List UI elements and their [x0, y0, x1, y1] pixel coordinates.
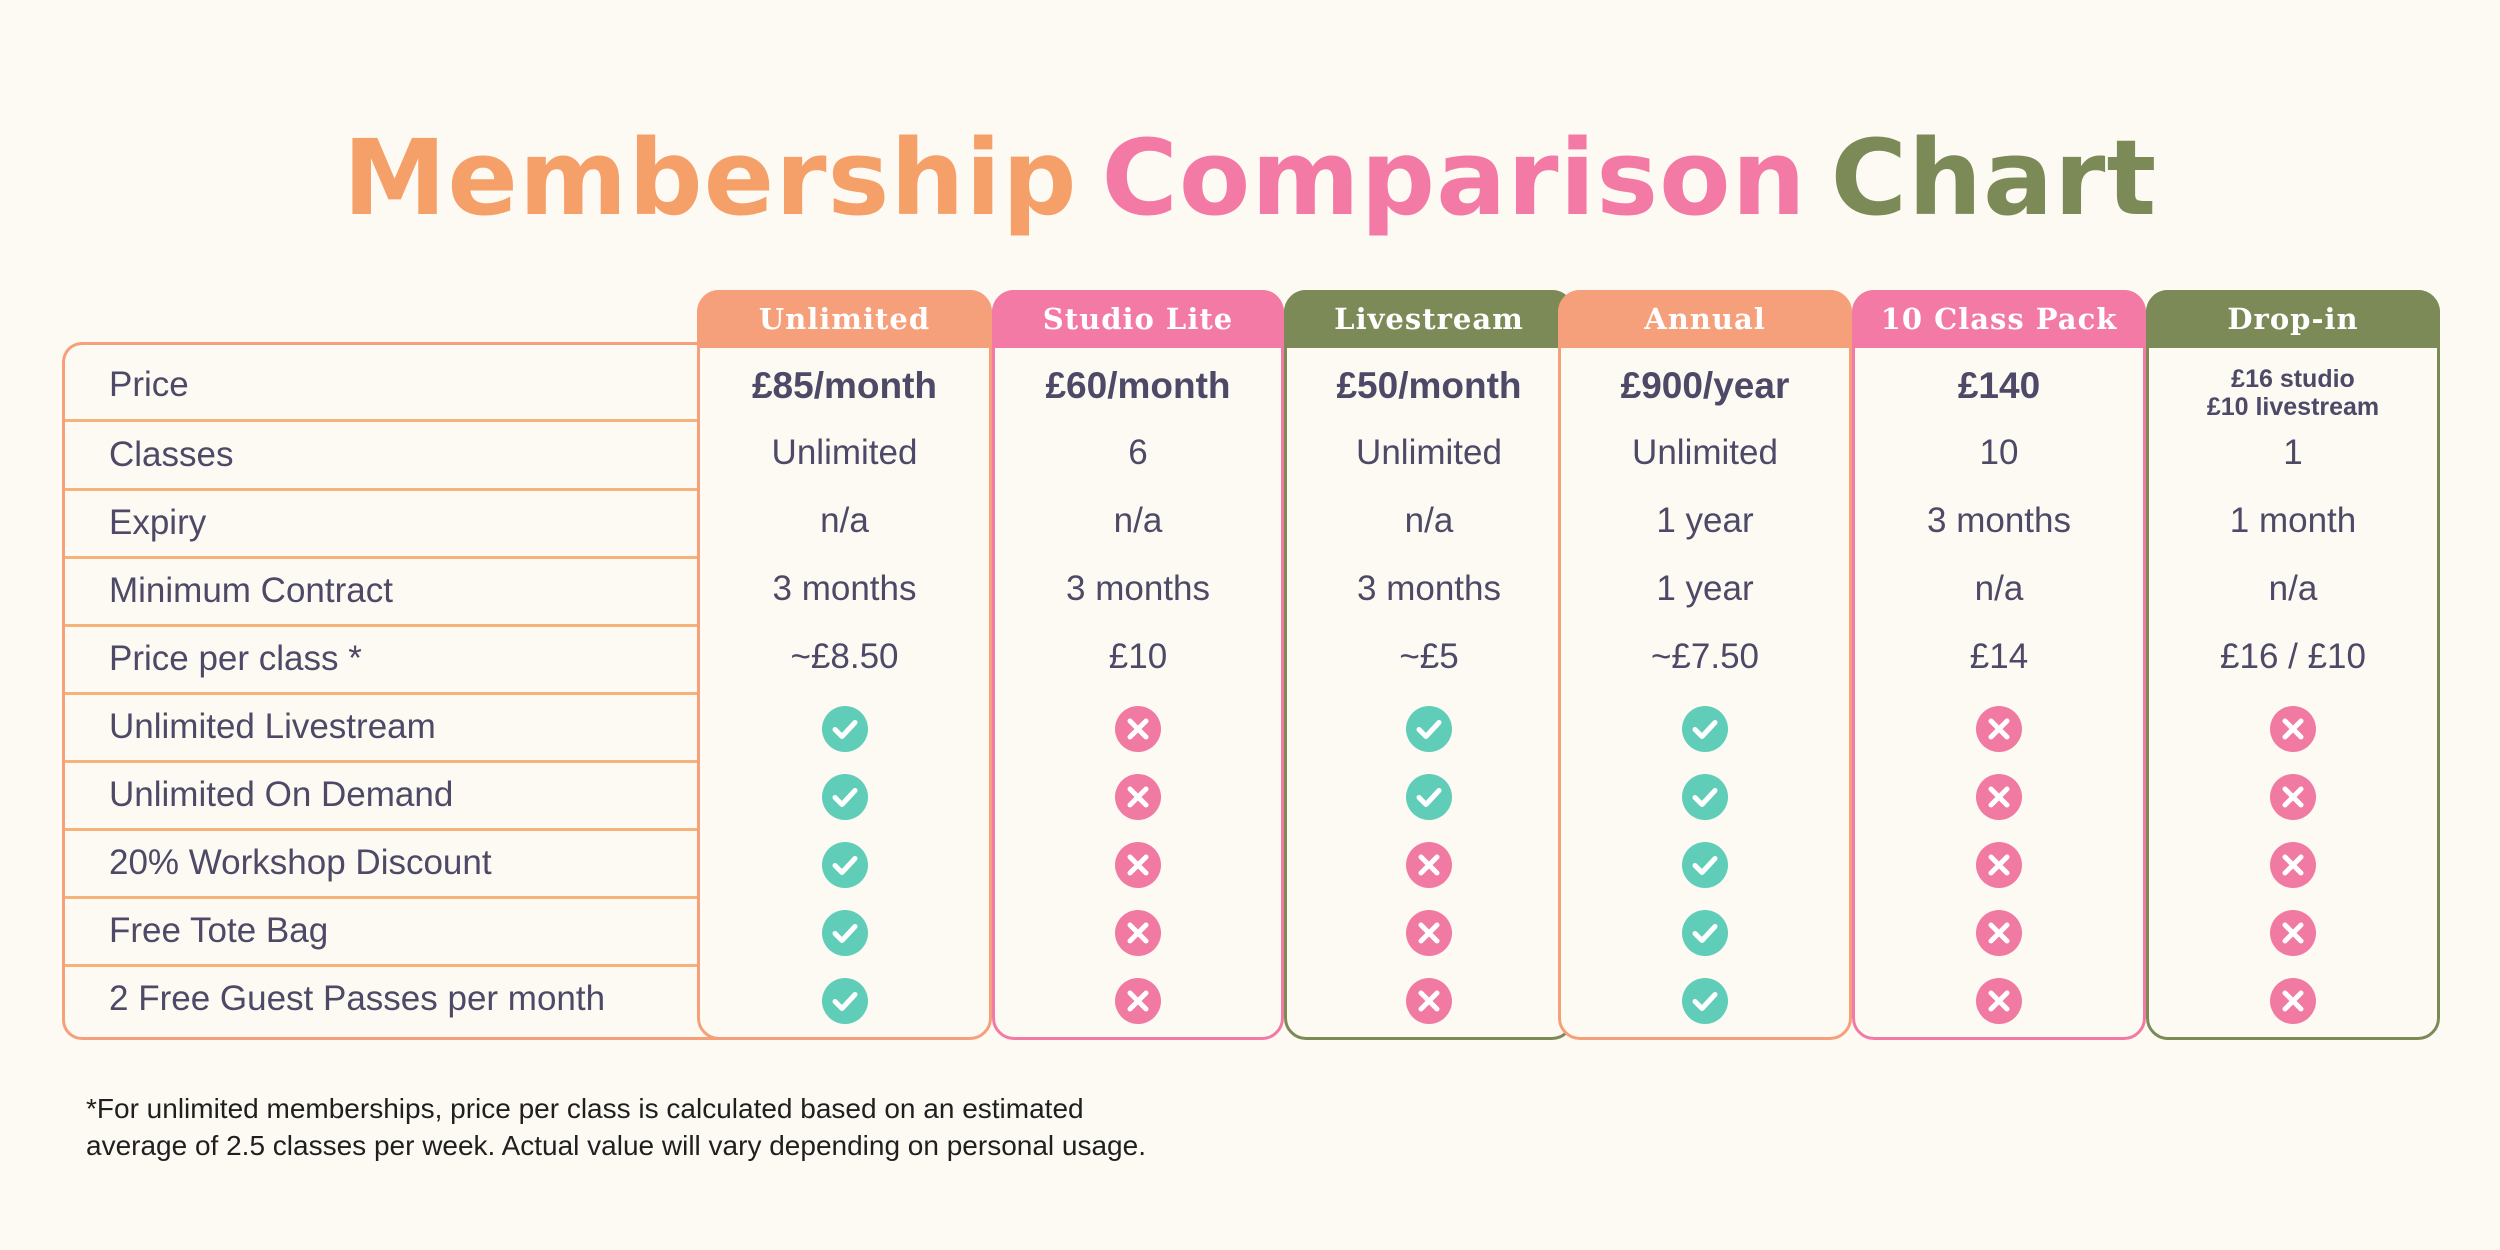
row-label: Free Tote Bag: [109, 911, 329, 950]
cross-icon: [2270, 774, 2316, 820]
plan-cell-per-class: ~£8.50: [790, 637, 899, 676]
title-part-membership: Membership: [342, 117, 1078, 239]
page-title: Membership Comparison Chart: [0, 118, 2500, 238]
cross-icon: [1976, 706, 2022, 752]
check-icon: [1682, 706, 1728, 752]
cross-icon: [1406, 978, 1452, 1024]
check-icon: [821, 706, 868, 752]
check-icon: [1406, 706, 1452, 752]
plan-cell-classes: Unlimited: [1632, 433, 1778, 472]
cross-icon: [1115, 774, 1161, 820]
check-icon: [1682, 910, 1728, 956]
title-part-chart: Chart: [1830, 117, 2158, 239]
plan-cell-classes: 1: [2283, 433, 2303, 472]
plan-header: 10 Class Pack: [1852, 290, 2146, 348]
plan-column: Studio Lite £60/month 6 n/a 3 months £10: [992, 290, 1284, 1040]
plan-cell-expiry: n/a: [1113, 501, 1163, 540]
footnote-line-2: average of 2.5 classes per week. Actual …: [86, 1130, 1146, 1161]
check-icon: [1682, 978, 1728, 1024]
row-label: Price: [109, 365, 189, 404]
plan-cell-contract: n/a: [2268, 569, 2318, 608]
check-icon: [1682, 842, 1728, 888]
cross-icon: [2270, 978, 2316, 1024]
cross-icon: [1115, 842, 1161, 888]
plan-cell-per-class: £14: [1969, 637, 2029, 676]
price-cell: £60/month: [1045, 365, 1231, 406]
plan-header: Unlimited: [697, 290, 992, 348]
plan-cell-classes: 6: [1128, 433, 1148, 472]
plan-cell-per-class: ~£5: [1399, 637, 1459, 676]
check-icon: [1682, 774, 1728, 820]
plan-column: 10 Class Pack £140 10 3 months n/a £14: [1852, 290, 2146, 1040]
cross-icon: [1115, 978, 1161, 1024]
row-label: Unlimited On Demand: [109, 775, 454, 814]
row-label: Classes: [109, 435, 234, 474]
plan-header: Studio Lite: [992, 290, 1284, 348]
plan-cell-contract: 1 year: [1656, 569, 1754, 608]
plan-header: Livestream: [1284, 290, 1574, 348]
plan-cell-expiry: n/a: [1404, 501, 1454, 540]
cross-icon: [2270, 706, 2316, 752]
plan-cell-contract: 3 months: [1357, 569, 1501, 608]
plan-column: Drop-in £16 studio £10 livestream 1 1 month n…: [2146, 290, 2440, 1040]
plan-cell-per-class: £16 / £10: [2220, 637, 2366, 676]
row-label: Minimum Contract: [109, 571, 393, 610]
cross-icon: [1115, 910, 1161, 956]
plan-cell-contract: n/a: [1974, 569, 2024, 608]
cross-icon: [1406, 910, 1452, 956]
plan-cell-expiry: 1 year: [1656, 501, 1754, 540]
price-cell: £16 studio £10 livestream: [2149, 365, 2437, 421]
plan-cell-classes: 10: [1979, 433, 2019, 472]
cross-icon: [1976, 842, 2022, 888]
plan-cell-classes: Unlimited: [1356, 433, 1502, 472]
cross-icon: [1115, 706, 1161, 752]
plan-cell-per-class: ~£7.50: [1650, 637, 1760, 676]
plan-cell-contract: 3 months: [1066, 569, 1210, 608]
cross-icon: [1406, 842, 1452, 888]
row-label: Unlimited Livestream: [109, 707, 436, 746]
cross-icon: [1976, 978, 2022, 1024]
row-label: 20% Workshop Discount: [109, 843, 492, 882]
footnote: *For unlimited memberships, price per cl…: [86, 1090, 1486, 1164]
plan-cell-contract: 3 months: [772, 569, 917, 608]
row-label: Expiry: [109, 503, 207, 542]
price-cell: £50/month: [1336, 365, 1522, 406]
price-line: £16 studio: [2231, 365, 2355, 393]
check-icon: [821, 978, 868, 1024]
plan-column: Unlimited £85/month Unlimited n/a 3 months ~£…: [697, 290, 992, 1040]
cross-icon: [1976, 910, 2022, 956]
row-labels-column: Price Classes Expiry Minimum Contract Price …: [62, 342, 762, 1040]
plan-cell-expiry: n/a: [820, 501, 869, 540]
plan-cell-per-class: £10: [1108, 637, 1168, 676]
plan-column: Livestream £50/month Unlimited n/a 3 months ~…: [1284, 290, 1574, 1040]
price-line: £10 livestream: [2206, 393, 2380, 421]
plan-header: Annual: [1558, 290, 1852, 348]
cross-icon: [2270, 910, 2316, 956]
row-label: Price per class *: [109, 639, 362, 678]
row-label: 2 Free Guest Passes per month: [109, 979, 606, 1018]
check-icon: [821, 842, 868, 888]
footnote-line-1: *For unlimited memberships, price per cl…: [86, 1093, 1084, 1124]
price-cell: £85/month: [751, 365, 938, 406]
check-icon: [1406, 774, 1452, 820]
plan-cell-expiry: 1 month: [2229, 501, 2357, 540]
check-icon: [821, 774, 868, 820]
plan-cell-expiry: 3 months: [1927, 501, 2071, 540]
title-part-comparison: Comparison: [1101, 117, 1807, 239]
cross-icon: [1976, 774, 2022, 820]
plan-header: Drop-in: [2146, 290, 2440, 348]
plan-column: Annual £900/year Unlimited 1 year 1 year ~£7.…: [1558, 290, 1852, 1040]
cross-icon: [2270, 842, 2316, 888]
price-cell: £900/year: [1620, 365, 1790, 406]
plan-cell-classes: Unlimited: [771, 433, 918, 472]
check-icon: [821, 910, 868, 956]
price-cell: £140: [1957, 365, 2041, 406]
